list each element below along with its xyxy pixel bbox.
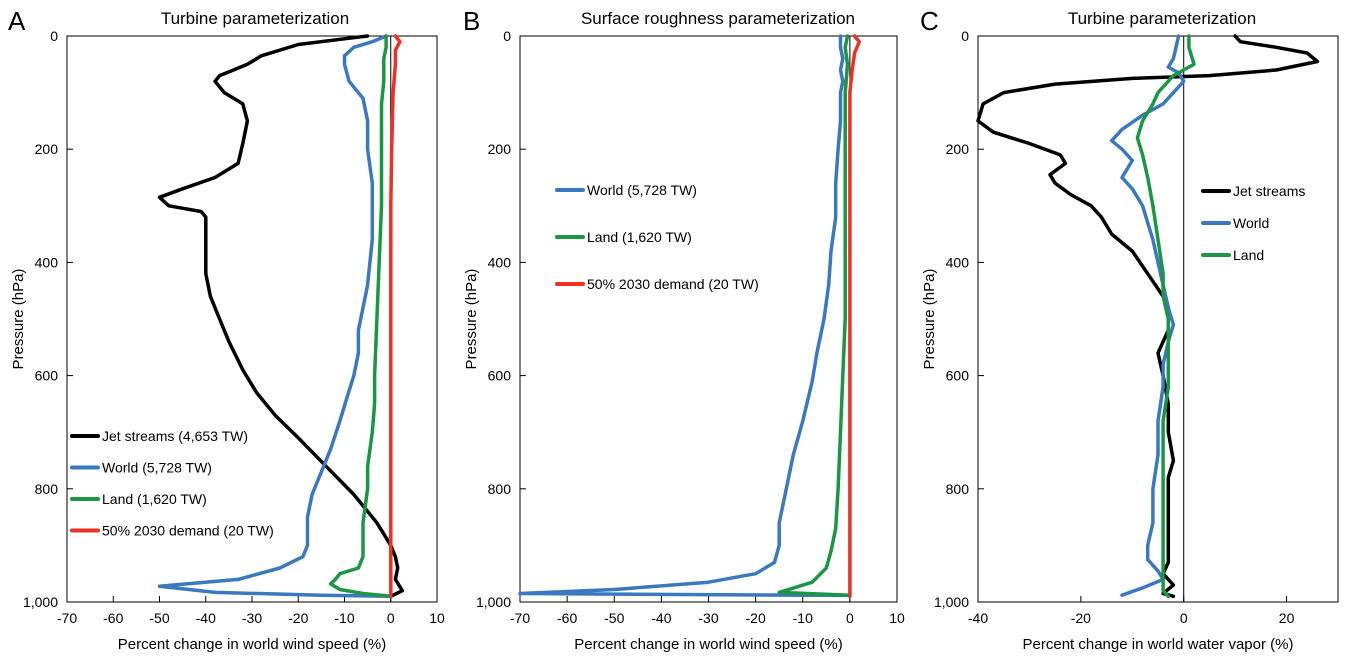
panel-b: B Surface roughness parameterization -70 -6… [463, 6, 905, 653]
y-tick-label: 1,000 [934, 594, 969, 610]
x-tick-label: -50 [149, 610, 169, 626]
series-line-world [157, 34, 393, 599]
series-line-50-2030-demand [389, 34, 402, 599]
x-tick-label: -70 [510, 610, 530, 626]
y-tick-label: 800 [35, 481, 59, 497]
y-tick-label: 600 [946, 368, 970, 384]
x-tick-label: -20 [288, 610, 308, 626]
legend-label: World (5,728 TW) [587, 182, 697, 198]
legend-label: Land (1,620 TW) [587, 229, 692, 245]
x-tick-label: -30 [698, 610, 718, 626]
panel-letter: C [920, 6, 939, 36]
x-tick-label: -40 [196, 610, 216, 626]
y-tick-label: 400 [946, 254, 970, 270]
x-tick-label: -10 [334, 610, 354, 626]
x-tick-label: -30 [242, 610, 262, 626]
y-tick-label: 800 [488, 481, 512, 497]
legend-label: 50% 2030 demand (20 TW) [102, 523, 274, 539]
y-tick-label: 200 [35, 141, 59, 157]
series-line-jet-streams [157, 34, 405, 599]
y-axis-label: Pressure (hPa) [921, 269, 938, 370]
y-tick-label: 800 [946, 481, 970, 497]
x-tick-label: 0 [1180, 610, 1188, 626]
x-axis-label: Percent change in world wind speed (%) [118, 636, 386, 653]
legend-label: Land [1233, 247, 1264, 263]
y-tick-label: 0 [50, 28, 58, 44]
x-tick-label: -20 [1071, 610, 1091, 626]
series-line-world [518, 34, 852, 597]
y-tick-label: 400 [488, 254, 512, 270]
legend-label: 50% 2030 demand (20 TW) [587, 276, 759, 292]
legend-label: Land (1,620 TW) [102, 491, 207, 507]
y-tick-label: 600 [35, 368, 59, 384]
x-tick-label: -50 [604, 610, 624, 626]
series-line-land [328, 34, 393, 599]
y-tick-label: 400 [35, 254, 59, 270]
legend: Jet streams World Land [1201, 183, 1305, 263]
y-axis-label: Pressure (hPa) [10, 269, 27, 370]
x-tick-label: 10 [429, 610, 445, 626]
x-tick-label: 10 [889, 610, 905, 626]
panel-a: A Turbine parameterization -70 -60 -50 -40 -30… [8, 6, 445, 653]
y-tick-label: 200 [488, 141, 512, 157]
legend-label: World (5,728 TW) [102, 460, 212, 476]
y-tick-label: 200 [946, 141, 970, 157]
panel-title: Turbine parameterization [161, 9, 349, 28]
plot-frame [977, 35, 1339, 603]
y-tick-label: 600 [488, 368, 512, 384]
y-axis-label: Pressure (hPa) [463, 269, 480, 370]
x-tick-label: -10 [793, 610, 813, 626]
x-axis-label: Percent change in world wind speed (%) [574, 636, 842, 653]
panel-title: Surface roughness parameterization [581, 9, 855, 28]
series-line-world [1109, 34, 1186, 597]
legend-label: World [1233, 215, 1269, 231]
x-tick-label: 0 [387, 610, 395, 626]
x-tick-label: -60 [103, 610, 123, 626]
x-axis-label: Percent change in world water vapor (%) [1023, 636, 1294, 653]
legend: Jet streams (4,653 TW) World (5,728 TW) La… [70, 428, 274, 539]
y-tick-label: 1,000 [476, 594, 511, 610]
legend-label: Jet streams (4,653 TW) [102, 428, 248, 444]
series-line-land [1135, 34, 1196, 599]
legend: World (5,728 TW) Land (1,620 TW) 50% 2030 … [555, 182, 759, 292]
series-line-50-2030-demand [848, 34, 862, 599]
legend-label: Jet streams [1233, 183, 1305, 199]
y-tick-label: 0 [961, 28, 969, 44]
panel-title: Turbine parameterization [1068, 9, 1256, 28]
x-tick-label: -60 [557, 610, 577, 626]
x-tick-label: -20 [746, 610, 766, 626]
series-line-land [777, 34, 852, 597]
x-tick-label: 20 [1279, 610, 1295, 626]
panel-letter: B [463, 6, 480, 36]
y-tick-label: 0 [503, 28, 511, 44]
x-tick-label: 0 [846, 610, 854, 626]
series-line-jet-streams [976, 34, 1320, 599]
y-tick-label: 1,000 [23, 594, 58, 610]
panel-letter: A [8, 6, 26, 36]
x-tick-label: -40 [651, 610, 671, 626]
x-tick-label: -70 [57, 610, 77, 626]
panel-c: C Turbine parameterization-40 -20 0 20020040… [920, 6, 1339, 653]
x-tick-label: -40 [968, 610, 988, 626]
